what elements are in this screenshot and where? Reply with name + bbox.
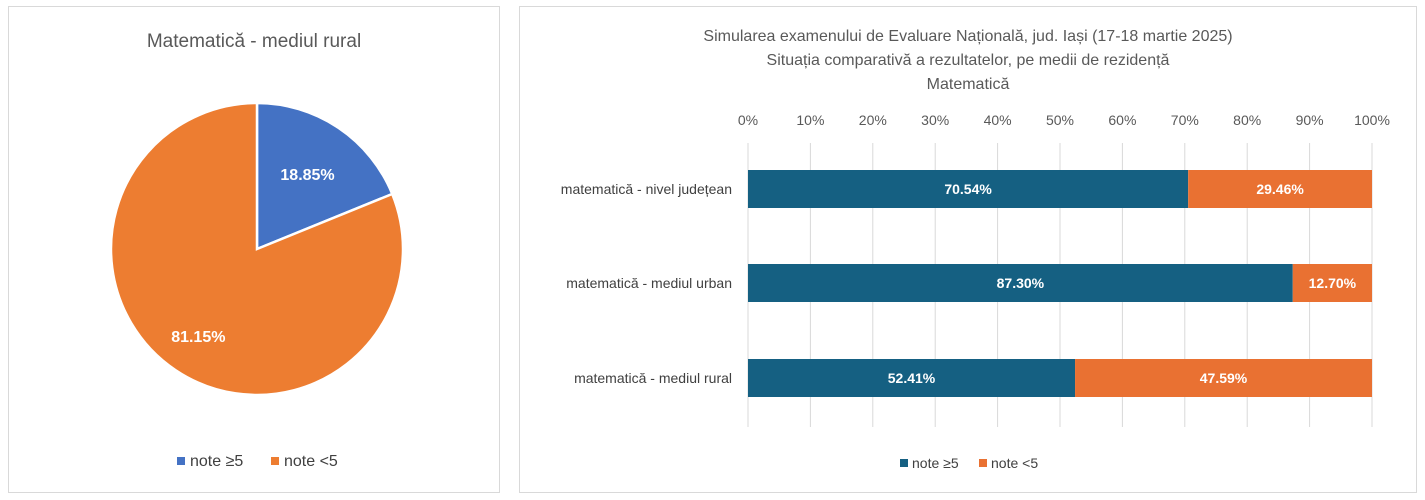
x-tick-label-8: 80% <box>1233 112 1261 128</box>
x-tick-label-4: 40% <box>984 112 1012 128</box>
pie-slice-0 <box>255 101 394 251</box>
pie-legend-swatch-1 <box>271 457 279 465</box>
bar-segment-1-0 <box>748 264 1293 302</box>
x-tick-label-1: 10% <box>796 112 824 128</box>
pie-slice-label-1: 81.15% <box>171 329 225 346</box>
bar-segment-0-0 <box>748 170 1189 208</box>
bar-legend-label-0: note ≥5 <box>912 455 959 471</box>
category-label-1: matematică - mediul urban <box>566 275 732 291</box>
pie-legend-label-0: note ≥5 <box>190 453 243 470</box>
x-tick-label-2: 20% <box>859 112 887 128</box>
bar-segment-1-1 <box>1292 264 1372 302</box>
bar-label-0-0: 70.54% <box>944 181 992 197</box>
bar-label-1-0: 87.30% <box>997 275 1045 291</box>
pie-legend-swatch-0 <box>177 457 185 465</box>
bar-chart-title-line-2: Situația comparativă a rezultatelor, pe … <box>767 52 1170 69</box>
bar-legend-swatch-1 <box>979 459 987 467</box>
bar-legend-swatch-0 <box>900 459 908 467</box>
pie-chart: Matematică - mediul rural 18.85% 81.15% n… <box>109 31 405 470</box>
bar-chart-title-line-3: Matematică <box>927 76 1010 93</box>
category-label-2: matematică - mediul rural <box>574 370 732 386</box>
x-tick-label-3: 30% <box>921 112 949 128</box>
bar-segment-0-1 <box>1188 170 1372 208</box>
pie-chart-title: Matematică - mediul rural <box>147 31 361 52</box>
bar-chart-title-line-1: Simularea examenului de Evaluare Naționa… <box>703 28 1232 45</box>
x-tick-label-6: 60% <box>1108 112 1136 128</box>
x-tick-label-5: 50% <box>1046 112 1074 128</box>
bar-legend-label-1: note <5 <box>991 455 1038 471</box>
pie-slice-label-0: 18.85% <box>280 167 334 184</box>
bar-label-2-1: 47.59% <box>1200 370 1248 386</box>
x-tick-label-9: 90% <box>1296 112 1324 128</box>
bar-segment-2-1 <box>1075 359 1372 397</box>
bar-label-0-1: 29.46% <box>1256 181 1304 197</box>
category-label-0: matematică - nivel județean <box>561 181 732 197</box>
x-tick-label-10: 100% <box>1354 112 1390 128</box>
pie-legend-label-1: note <5 <box>284 453 338 470</box>
pie-chart-panel: Matematică - mediul rural 18.85% 81.15% n… <box>8 6 500 493</box>
bar-chart: Simularea examenului de Evaluare Naționa… <box>561 28 1390 471</box>
pie-slice-1 <box>109 101 405 397</box>
bar-label-2-0: 52.41% <box>888 370 936 386</box>
x-tick-label-7: 70% <box>1171 112 1199 128</box>
bar-segment-2-0 <box>748 359 1076 397</box>
x-tick-label-0: 0% <box>738 112 758 128</box>
bar-chart-panel: Simularea examenului de Evaluare Naționa… <box>519 6 1417 493</box>
bar-label-1-1: 12.70% <box>1309 275 1357 291</box>
